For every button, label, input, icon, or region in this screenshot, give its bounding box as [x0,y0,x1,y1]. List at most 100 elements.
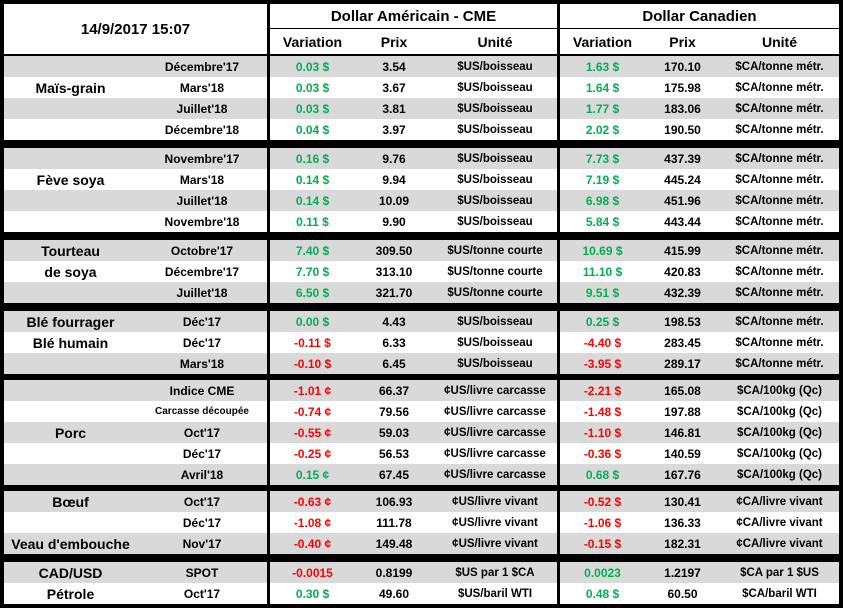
usd-price-cell: 67.45 [378,467,410,482]
usd-unit-cell: $US/boisseau [457,81,533,94]
cad-variation-cell: -4.40 $ [557,332,645,353]
contract-label: Déc'17 [182,515,222,530]
cad-group-header: Dollar Canadien [557,4,839,29]
cad-price-cell: 198.53 [664,314,701,329]
usd-variation-cell: -1.01 ¢ [267,380,355,401]
usd-variation-cell: -0.74 ¢ [267,401,355,422]
cad-prix-header: Prix [669,33,696,50]
contract-label: Oct'17 [183,494,221,509]
table-row: CAD/USD SPOT -0.0015 0.8199 $US par 1 $CA 0.0… [4,562,839,583]
cad-variation-cell: -1.06 $ [557,512,645,533]
contract-label: Avril'18 [180,467,224,482]
table-row: Maïs-grain Mars'18 0.03 $ 3.67 $US/boisseau 1… [4,77,839,98]
cad-variation-cell: 0.48 $ [557,583,645,604]
contract-label: Mars'18 [179,80,225,95]
cad-variation-cell: 6.98 $ [557,190,645,211]
usd-variation-cell: 0.30 $ [267,583,355,604]
usd-variation-cell: -0.63 ¢ [267,491,355,512]
usd-variation-cell: -0.10 $ [267,353,355,374]
usd-price-cell: 6.33 [382,335,406,350]
cad-unit-cell: $CA/tonne métr. [735,60,824,73]
cad-price-cell: 175.98 [664,80,701,95]
contract-label: Oct'17 [183,586,221,601]
table-row: de soya Décembre'17 7.70 $ 313.10 $US/tonne … [4,261,839,282]
commodity-label: Fève soya [36,171,105,188]
cad-price-cell: 420.83 [664,264,701,279]
usd-variation-cell: 7.40 $ [267,240,355,261]
usd-price-cell: 66.37 [378,383,410,398]
usd-price-cell: 56.53 [378,446,410,461]
contract-label: Mars'18 [179,172,225,187]
usd-price-cell: 313.10 [375,264,413,279]
usd-variation-cell: -0.0015 [267,562,355,583]
usd-variation-cell: 6.50 $ [267,282,355,303]
cad-unit-cell: $CA/tonne métr. [735,286,824,299]
usd-variation-header: Variation [267,29,355,54]
usd-variation-cell: 0.11 $ [267,211,355,232]
commodity-label [4,282,137,303]
usd-price-cell: 3.54 [382,59,406,74]
cad-variation-cell: 7.19 $ [557,169,645,190]
contract-label: Déc'17 [182,335,222,350]
table-row: Décembre'18 0.04 $ 3.97 $US/boisseau 2.02 $ 1… [4,119,839,140]
cad-variation-header: Variation [557,29,645,54]
cad-variation-cell: -0.15 $ [557,533,645,554]
usd-variation-cell: -0.11 $ [267,332,355,353]
contract-label: Déc'17 [182,314,222,329]
commodity-label: Veau d'embouche [11,535,130,552]
cad-price-cell: 445.24 [664,172,701,187]
cad-variation-cell: 2.02 $ [557,119,645,140]
commodity-label [4,512,137,533]
usd-unit-cell: $US/tonne courte [447,286,543,299]
usd-unit-cell: $US/boisseau [457,60,533,73]
commodity-label [4,211,137,232]
usd-price-cell: 309.50 [375,243,413,258]
cad-price-cell: 136.33 [664,515,701,530]
contract-label: Oct'17 [183,425,221,440]
contract-label: Juillet'18 [176,101,228,116]
usd-unit-cell: $US/boisseau [457,102,533,115]
cad-unit-cell: $CA/100kg (Qc) [736,384,822,397]
cad-variation-cell: 7.73 $ [557,148,645,169]
usd-variation-cell: -0.40 ¢ [267,533,355,554]
commodity-label: CAD/USD [38,564,103,581]
cad-price-cell: 140.59 [664,446,701,461]
usd-unit-cell: $US par 1 $CA [455,566,535,579]
usd-prix-header: Prix [380,33,408,50]
cad-unite-header: Unité [762,33,797,50]
cad-variation-cell: 0.25 $ [557,311,645,332]
cad-variation-cell: -2.21 $ [557,380,645,401]
cad-unit-cell: ¢CA/livre vivant [736,495,823,508]
usd-variation-cell: 0.15 ¢ [267,464,355,485]
contract-label: Déc'17 [182,446,222,461]
contract-label: Décembre'17 [164,264,240,279]
cad-unit-cell: $CA/tonne métr. [735,265,824,278]
cad-unit-cell: $CA/tonne métr. [735,315,824,328]
cad-unit-cell: $CA/tonne métr. [735,357,824,370]
cad-price-cell: 1.2197 [664,565,701,580]
commodity-label [4,56,137,77]
cad-price-cell: 283.45 [664,335,701,350]
usd-unit-cell: $US/tonne courte [447,265,543,278]
cad-price-cell: 182.31 [664,536,701,551]
contract-label: Mars'18 [179,356,225,371]
usd-unit-cell: ¢US/livre vivant [452,495,538,508]
commodity-label [4,464,137,485]
cad-unit-cell: $CA/100kg (Qc) [736,405,822,418]
commodity-label: Tourteau [41,242,100,259]
section-separator [4,485,839,491]
table-row: Déc'17 -1.08 ¢ 111.78 ¢US/livre vivant -1.06… [4,512,839,533]
table-row: Carcasse découpée -0.74 ¢ 79.56 ¢US/livre c… [4,401,839,422]
usd-price-cell: 111.78 [376,515,412,530]
cad-unit-cell: $CA/tonne métr. [735,194,824,207]
contract-label: Indice CME [169,383,235,398]
usd-variation-cell: 0.16 $ [267,148,355,169]
cad-price-cell: 167.76 [664,467,701,482]
cad-variation-cell: -0.36 $ [557,443,645,464]
usd-unite-header: Unité [477,33,513,50]
cad-variation-cell: -3.95 $ [557,353,645,374]
cad-unit-cell: $CA/tonne métr. [735,102,824,115]
usd-variation-cell: 0.14 $ [267,190,355,211]
usd-price-cell: 0.8199 [375,565,413,580]
